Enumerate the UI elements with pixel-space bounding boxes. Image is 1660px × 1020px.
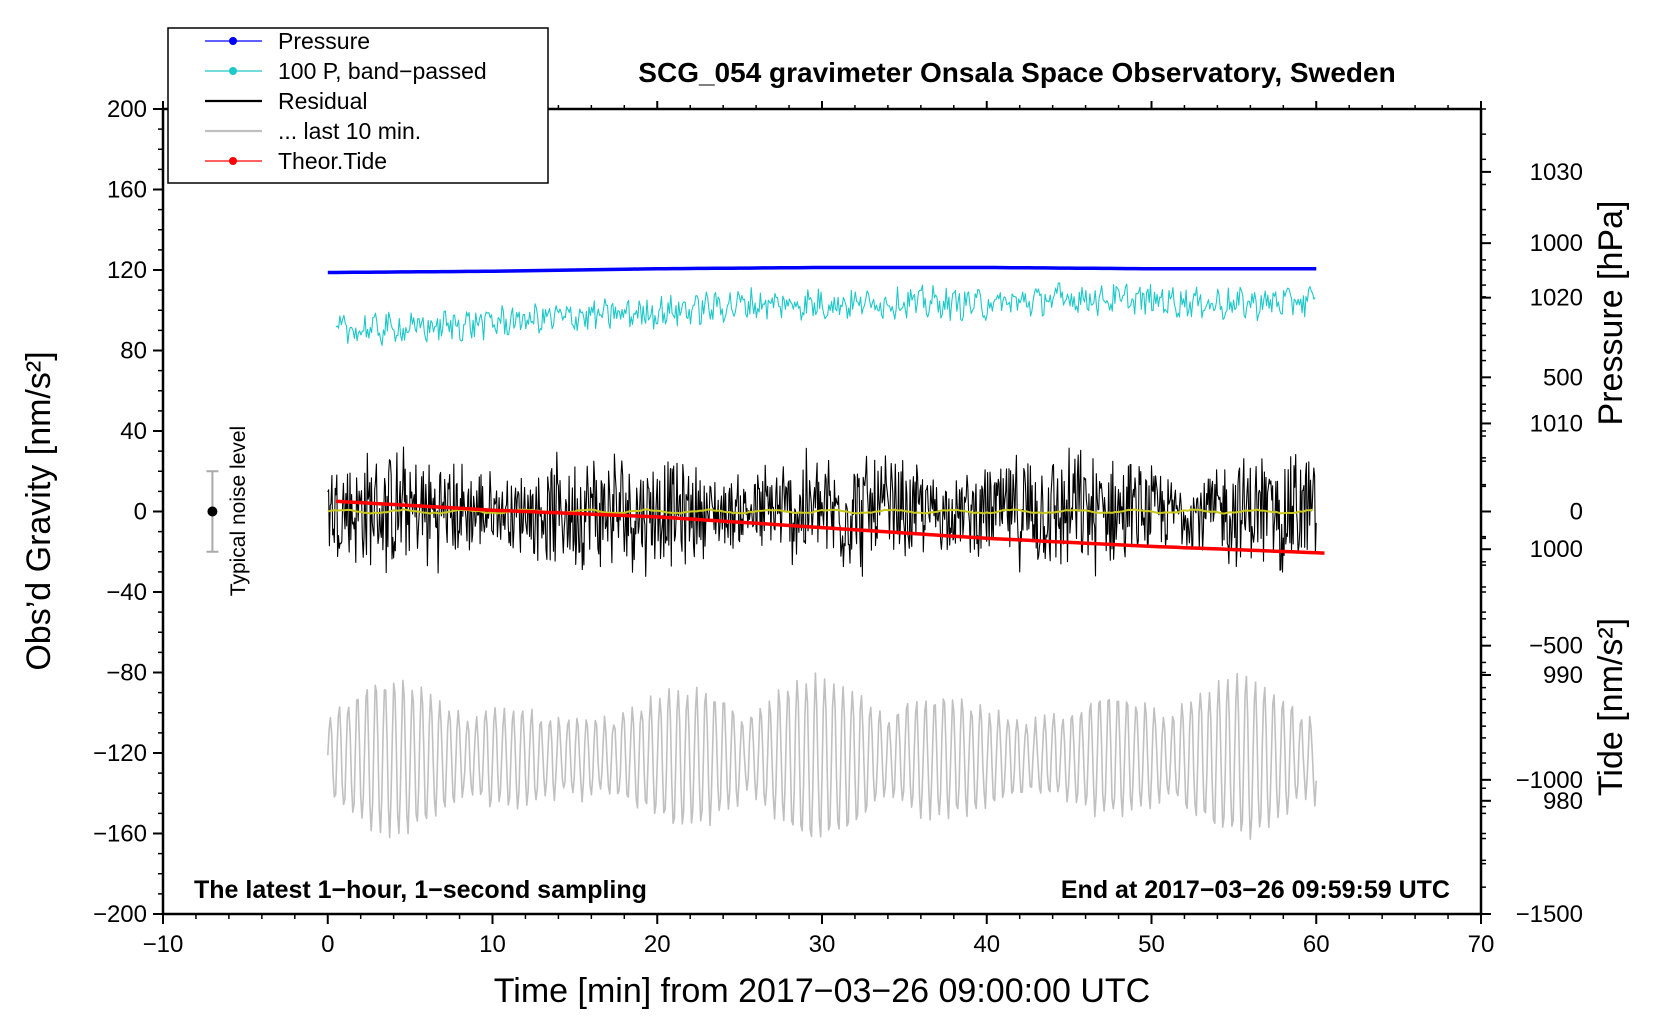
tide-tick-label: −1000 bbox=[1516, 767, 1583, 794]
pressure-tick-label: 1010 bbox=[1530, 410, 1583, 437]
tide-tick-label: 0 bbox=[1570, 499, 1583, 526]
x-tick-label: 0 bbox=[321, 931, 334, 958]
series-last-10-min-line bbox=[327, 672, 1317, 841]
pressure-tick-label: 1030 bbox=[1530, 159, 1583, 186]
x-tick-label: 30 bbox=[809, 931, 836, 958]
y-tick-label: −40 bbox=[106, 579, 147, 606]
x-tick-label: 40 bbox=[973, 931, 1000, 958]
y-tick-label: −120 bbox=[93, 740, 147, 767]
legend-label-3: ... last 10 min. bbox=[278, 118, 421, 144]
x-tick-label: 70 bbox=[1468, 931, 1495, 958]
y-tick-label: 40 bbox=[120, 418, 147, 445]
x-tick-label: 10 bbox=[479, 931, 506, 958]
y-tick-label: 120 bbox=[107, 257, 147, 284]
y-tick-label: 80 bbox=[120, 338, 147, 365]
legend-marker-0 bbox=[229, 37, 237, 45]
noise-indicator: Typical noise level bbox=[206, 426, 250, 596]
series-pressure-line bbox=[327, 265, 1317, 275]
series-bandpassed-pressure-line bbox=[335, 282, 1316, 347]
legend-marker-1 bbox=[229, 67, 237, 75]
legend-marker-4 bbox=[229, 157, 237, 165]
y-axis-title-tide: Tide [nm/s²] bbox=[1592, 618, 1630, 796]
y-tick-label: −200 bbox=[93, 901, 147, 928]
legend-box bbox=[167, 27, 549, 184]
y-axis-title-left: Obs’d Gravity [nm/s²] bbox=[20, 351, 58, 670]
pressure-tick-label: 990 bbox=[1543, 662, 1583, 689]
series-residual-smoothed-line bbox=[327, 508, 1314, 515]
sampling-note: The latest 1−hour, 1−second sampling bbox=[194, 876, 647, 904]
end-time-note: End at 2017−03−26 09:59:59 UTC bbox=[1061, 876, 1450, 904]
y-tick-label: 200 bbox=[107, 96, 147, 123]
tide-tick-label: −500 bbox=[1529, 633, 1583, 660]
legend: Pressure 100 P, band−passed Residual ... la… bbox=[167, 27, 549, 184]
tick-labels: −10 0 10 20 30 40 50 60 7020016012080400−40−80−1… bbox=[93, 96, 1583, 958]
y-tick-label: 0 bbox=[134, 499, 147, 526]
chart-title: SCG_054 gravimeter Onsala Space Observat… bbox=[638, 57, 1395, 88]
tide-tick-label: 500 bbox=[1543, 364, 1583, 391]
legend-label-2: Residual bbox=[278, 88, 368, 114]
x-tick-label: −10 bbox=[143, 931, 184, 958]
x-tick-label: 50 bbox=[1138, 931, 1165, 958]
x-tick-label: 20 bbox=[644, 931, 671, 958]
y-axis-title-pressure: Pressure [hPa] bbox=[1592, 201, 1630, 426]
legend-label-4: Theor.Tide bbox=[278, 148, 387, 174]
pressure-tick-label: 1020 bbox=[1530, 285, 1583, 312]
legend-label-1: 100 P, band−passed bbox=[278, 58, 487, 84]
y-tick-label: 160 bbox=[107, 177, 147, 204]
series-residual-line bbox=[327, 446, 1317, 577]
series-layer bbox=[327, 265, 1325, 841]
pressure-tick-label: 1000 bbox=[1530, 536, 1583, 563]
pressure-tick-label: 980 bbox=[1543, 788, 1583, 815]
noise-label: Typical noise level bbox=[227, 426, 250, 596]
tide-tick-label: −1500 bbox=[1516, 901, 1583, 928]
y-tick-label: −80 bbox=[106, 660, 147, 687]
x-tick-label: 60 bbox=[1303, 931, 1330, 958]
series-theoretical-tide-line bbox=[335, 499, 1325, 555]
legend-label-0: Pressure bbox=[278, 28, 370, 54]
y-tick-label: −160 bbox=[93, 821, 147, 848]
x-axis-title: Time [min] from 2017−03−26 09:00:00 UTC bbox=[494, 972, 1150, 1010]
tide-tick-label: 1000 bbox=[1530, 230, 1583, 257]
noise-center-dot bbox=[207, 506, 218, 517]
